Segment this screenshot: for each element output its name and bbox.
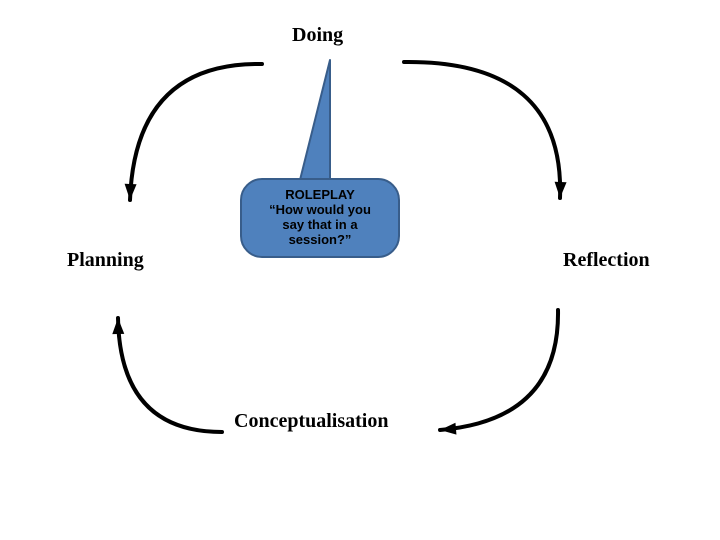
arrow-concept-to-planning [0, 0, 720, 540]
